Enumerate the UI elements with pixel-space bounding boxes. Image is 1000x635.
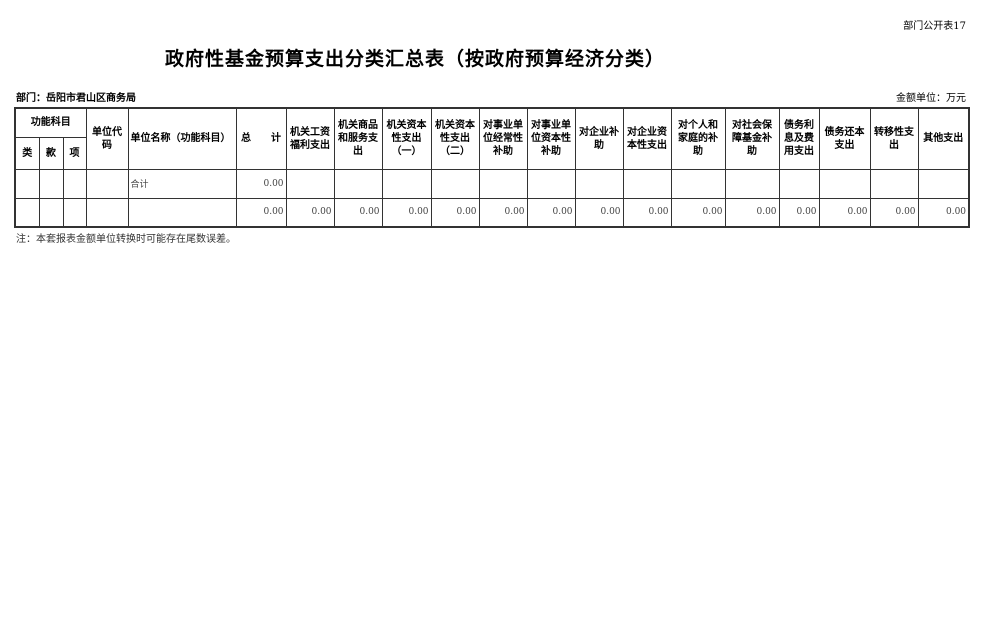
header-column: 其他支出 xyxy=(917,107,970,170)
header-column: 对个人和家庭的补助 xyxy=(670,107,726,170)
cell-value: 0.00 xyxy=(670,197,726,228)
cell-kuan xyxy=(38,197,64,228)
cell-value xyxy=(869,168,919,199)
header-column: 对事业单位资本性补助 xyxy=(526,107,576,170)
header-lei: 类 xyxy=(14,136,40,170)
header-column: 对企业资本性支出 xyxy=(622,107,672,170)
header-column: 机关商品和服务支出 xyxy=(333,107,383,170)
cell-value: 0.00 xyxy=(430,197,480,228)
cell-unit-code xyxy=(85,168,129,199)
cell-lei xyxy=(14,197,40,228)
cell-value xyxy=(670,168,726,199)
cell-value xyxy=(478,168,528,199)
cell-value xyxy=(622,168,672,199)
cell-value xyxy=(333,168,383,199)
unit-label: 金额单位：万元 xyxy=(896,93,966,104)
cell-value: 0.00 xyxy=(526,197,576,228)
header-column: 对事业单位经常性补助 xyxy=(478,107,528,170)
header-column: 机关工资福利支出 xyxy=(285,107,335,170)
table-row: 0.00 0.00 0.00 0.00 0.00 0.00 0.00 0.00 0.00 0.00… xyxy=(14,197,970,228)
cell-value xyxy=(724,168,780,199)
header-column: 债务还本支出 xyxy=(818,107,871,170)
cell-value: 0.00 xyxy=(778,197,820,228)
cell-value: 0.00 xyxy=(574,197,624,228)
page-title: 政府性基金预算支出分类汇总表（按政府预算经济分类） xyxy=(164,48,665,70)
cell-total: 0.00 xyxy=(235,197,287,228)
cell-lei xyxy=(14,168,40,199)
cell-kuan xyxy=(38,168,64,199)
header-column: 转移性支出 xyxy=(869,107,919,170)
cell-value xyxy=(917,168,970,199)
footnote: 注：本套报表金额单位转换时可能存在尾数误差。 xyxy=(16,234,236,245)
form-number: 部门公开表17 xyxy=(903,21,966,32)
header-column: 对社会保障基金补助 xyxy=(724,107,780,170)
cell-unit-name xyxy=(127,197,237,228)
header-unit-name: 单位名称（功能科目） xyxy=(127,107,237,170)
cell-value: 0.00 xyxy=(285,197,335,228)
header-kuan: 款 xyxy=(38,136,64,170)
cell-value xyxy=(285,168,335,199)
header-column: 机关资本性支出（二） xyxy=(430,107,480,170)
cell-value xyxy=(818,168,871,199)
header-column: 机关资本性支出（一） xyxy=(381,107,432,170)
cell-value: 0.00 xyxy=(818,197,871,228)
header-column: 债务利息及费用支出 xyxy=(778,107,820,170)
header-total: 总 计 xyxy=(235,107,287,170)
cell-value xyxy=(778,168,820,199)
cell-value: 0.00 xyxy=(724,197,780,228)
cell-value: 0.00 xyxy=(381,197,432,228)
cell-xiang xyxy=(62,197,87,228)
department-label: 部门：岳阳市君山区商务局 xyxy=(16,93,136,104)
budget-table: 功能科目 单位代码 单位名称（功能科目） 总 计 机关工资福利支出 机关商品和服务… xyxy=(14,107,971,228)
cell-total: 0.00 xyxy=(235,168,287,199)
cell-value: 0.00 xyxy=(869,197,919,228)
header-function-subject: 功能科目 xyxy=(14,107,87,138)
cell-xiang xyxy=(62,168,87,199)
table-row: 合计 0.00 xyxy=(14,168,970,199)
cell-value xyxy=(574,168,624,199)
header-xiang: 项 xyxy=(62,136,87,170)
cell-value: 0.00 xyxy=(333,197,383,228)
header-column: 对企业补助 xyxy=(574,107,624,170)
cell-value: 0.00 xyxy=(622,197,672,228)
cell-value xyxy=(381,168,432,199)
cell-value: 0.00 xyxy=(478,197,528,228)
header-unit-code: 单位代码 xyxy=(85,107,129,170)
cell-value xyxy=(526,168,576,199)
cell-unit-code xyxy=(85,197,129,228)
cell-unit-name: 合计 xyxy=(127,168,237,199)
cell-value: 0.00 xyxy=(917,197,970,228)
cell-value xyxy=(430,168,480,199)
